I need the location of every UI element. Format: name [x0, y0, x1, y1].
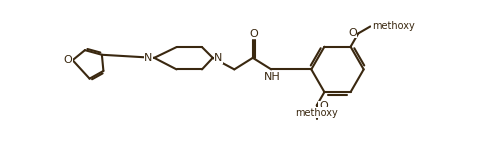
Text: methoxy: methoxy [371, 21, 414, 32]
Text: O: O [249, 29, 257, 39]
Text: O: O [63, 55, 72, 65]
Text: N: N [144, 53, 152, 63]
Text: methoxy: methoxy [295, 108, 337, 118]
Text: N: N [214, 53, 222, 63]
Text: NH: NH [263, 72, 280, 83]
Text: O: O [348, 28, 356, 38]
Text: O: O [318, 101, 327, 111]
